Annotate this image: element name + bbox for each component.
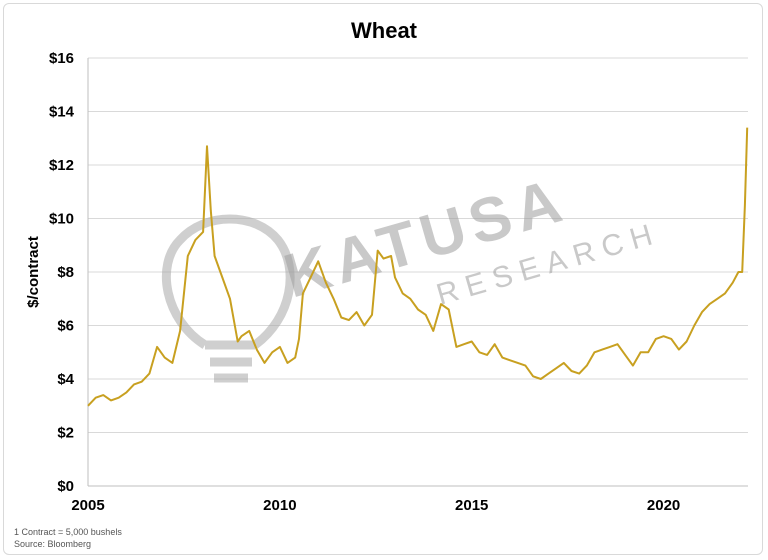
x-tick-label: 2005: [71, 497, 104, 514]
y-tick-label: $4: [57, 371, 74, 388]
series-layer: [87, 127, 749, 407]
y-tick-labels: $0 $2 $4 $6 $8 $10 $12 $14 $16: [49, 50, 75, 495]
y-tick-label: $8: [57, 264, 74, 281]
gridlines: [88, 57, 748, 433]
x-tick-label: 2015: [455, 497, 488, 514]
lightbulb-logo-icon: [161, 214, 295, 383]
axes: [87, 58, 748, 487]
watermark-brand: KATUSA: [277, 165, 575, 311]
x-tick-labels: 2005 2010 2015 2020: [71, 497, 680, 514]
chart-frame: [3, 3, 763, 555]
x-tick-label: 2020: [647, 497, 680, 514]
x-tick-label: 2010: [263, 497, 296, 514]
note-source: Source: Bloomberg: [14, 539, 91, 549]
y-tick-label: $0: [57, 478, 74, 495]
y-tick-label: $10: [49, 211, 74, 228]
y-tick-label: $12: [49, 157, 74, 174]
y-tick-label: $2: [57, 425, 74, 442]
y-axis-label: $/contract: [25, 236, 42, 308]
chart-title: Wheat: [351, 18, 418, 43]
y-tick-label: $6: [57, 318, 74, 335]
series-line-0: [87, 127, 749, 407]
y-tick-label: $16: [49, 50, 74, 67]
note-contract: 1 Contract = 5,000 bushels: [14, 527, 122, 537]
y-tick-label: $14: [49, 104, 75, 121]
